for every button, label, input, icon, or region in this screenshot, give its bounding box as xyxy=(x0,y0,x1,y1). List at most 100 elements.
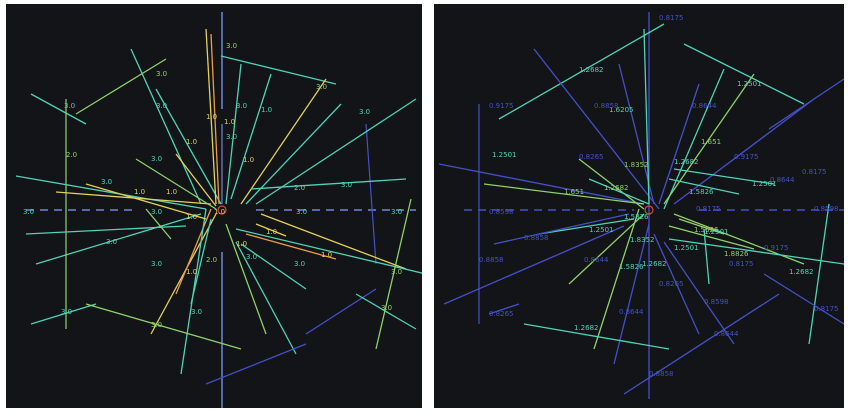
line-value-label: 0.8858 xyxy=(594,102,619,110)
projection-line xyxy=(483,183,645,205)
projection-line xyxy=(255,98,417,205)
line-value-label: 1.0 xyxy=(236,240,247,248)
projection-line xyxy=(375,198,412,350)
center-marker xyxy=(217,205,227,215)
line-value-label: 1.2682 xyxy=(789,268,814,276)
line-value-label: 1.2682 xyxy=(574,324,599,332)
line-value-label: 0.8598 xyxy=(489,208,514,216)
line-value-label: 1.5826 xyxy=(624,213,649,221)
line-value-label: 3.0 xyxy=(151,155,162,163)
line-value-label: 3.0 xyxy=(236,102,247,110)
projection-line xyxy=(245,233,337,260)
line-value-label: 1.2501 xyxy=(589,226,614,234)
line-value-label: 3.0 xyxy=(226,42,237,50)
line-value-label: 3.0 xyxy=(391,208,402,216)
line-value-label: 3.0 xyxy=(156,102,167,110)
projection-line xyxy=(225,223,267,335)
line-value-label: 2.0 xyxy=(294,184,305,192)
right-line-diagram: 1.2682 1.2501 1.6205 1.2501 1.651 1.2682 1.250… xyxy=(438,12,844,399)
left-plot-panel: 3.0 3.0 3.0 3.0 3.0 2.0 1.0 1.0 1.0 1.0 3.0 3.0 3.0 3… xyxy=(6,4,422,408)
projection-line xyxy=(75,58,167,115)
line-value-label: 1.2501 xyxy=(737,80,762,88)
projection-line xyxy=(663,241,735,345)
projection-line xyxy=(683,43,805,105)
projection-line xyxy=(438,163,645,205)
line-value-label: 1.0 xyxy=(186,268,197,276)
line-value-label: 0.8644 xyxy=(692,102,717,110)
line-value-label: 1.2682 xyxy=(579,66,604,74)
projection-line xyxy=(210,33,220,205)
projection-line xyxy=(578,158,645,210)
projection-line xyxy=(703,228,710,285)
line-value-label: 1.8352 xyxy=(630,236,655,244)
line-value-label: 0.8175 xyxy=(729,260,754,268)
line-value-label: 3.0 xyxy=(151,321,162,329)
projection-line xyxy=(135,158,217,210)
line-value-label: 0.9175 xyxy=(489,102,514,110)
line-value-label: 0.8644 xyxy=(584,256,609,264)
projection-line xyxy=(658,83,700,205)
line-value-label: 1.2501 xyxy=(704,228,729,236)
line-value-label: 1.0 xyxy=(186,138,197,146)
projection-line xyxy=(763,273,844,325)
line-value-label: 3.0 xyxy=(151,260,162,268)
line-value-label: 1.0 xyxy=(134,188,145,196)
line-value-label: 0.8858 xyxy=(524,234,549,242)
line-value-label: 1.0 xyxy=(166,188,177,196)
projection-line xyxy=(498,23,665,120)
line-value-label: 3.0 xyxy=(64,102,75,110)
line-value-label: 3.0 xyxy=(151,208,162,216)
line-value-label: 3.0 xyxy=(359,108,370,116)
line-value-label: 1.0 xyxy=(261,106,272,114)
projection-line xyxy=(523,323,670,350)
line-value-label: 0.8265 xyxy=(579,153,604,161)
line-value-label: 1.2501 xyxy=(674,244,699,252)
projection-line xyxy=(768,78,844,130)
projection-line xyxy=(593,208,640,350)
line-value-label: 0.8644 xyxy=(619,308,644,316)
projection-line xyxy=(240,78,327,205)
line-value-label: 0.8175 xyxy=(659,14,684,22)
line-value-label: 3.0 xyxy=(296,208,307,216)
line-value-label: 3.0 xyxy=(191,308,202,316)
projection-line xyxy=(588,178,650,205)
projection-line xyxy=(305,288,377,335)
projection-line xyxy=(175,208,212,295)
projection-line xyxy=(145,208,172,240)
line-value-label: 0.8175 xyxy=(814,305,839,313)
line-value-label: 3.0 xyxy=(316,83,327,91)
projection-line xyxy=(155,88,222,205)
line-value-label: 1.0 xyxy=(206,113,217,121)
projection-line xyxy=(643,28,650,205)
projection-line xyxy=(663,73,755,205)
projection-line xyxy=(205,28,217,205)
line-value-label: 1.0 xyxy=(321,251,332,259)
projection-line xyxy=(365,123,377,265)
line-value-label: 0.8644 xyxy=(770,176,795,184)
line-value-label: 1.8352 xyxy=(624,161,649,169)
line-value-label: 1.0 xyxy=(243,156,254,164)
line-value-label: 1.0 xyxy=(186,213,197,221)
line-value-label: 0.8598 xyxy=(814,205,839,213)
projection-line xyxy=(175,153,217,207)
projection-line xyxy=(190,218,212,305)
projection-line xyxy=(260,213,407,270)
projection-line xyxy=(245,103,342,205)
projection-line xyxy=(220,55,337,85)
line-value-label: 3.0 xyxy=(294,260,305,268)
projection-line xyxy=(653,233,700,335)
projection-line xyxy=(250,178,407,190)
line-value-label: 1.2682 xyxy=(674,158,699,166)
line-value-label: 1.2682 xyxy=(604,184,629,192)
line-value-label: 3.0 xyxy=(106,238,117,246)
projection-line xyxy=(663,68,725,210)
line-value-label: 1.5826 xyxy=(619,263,644,271)
projection-line xyxy=(678,218,725,235)
line-value-label: 1.5626 xyxy=(694,226,719,234)
projection-line xyxy=(25,225,187,235)
projection-line xyxy=(85,303,242,350)
projection-line xyxy=(538,218,635,235)
projection-line xyxy=(150,213,217,335)
projection-line xyxy=(30,93,87,125)
projection-line xyxy=(443,225,625,305)
